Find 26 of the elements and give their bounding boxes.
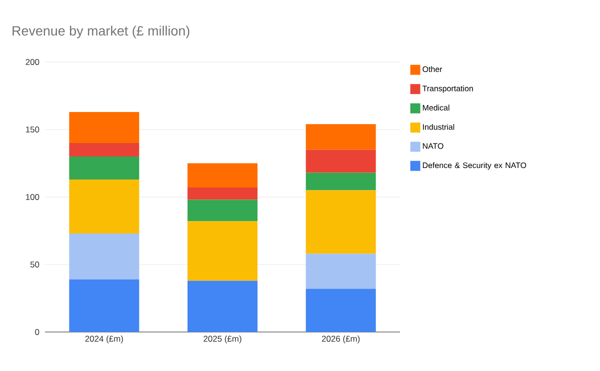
chart-title: Revenue by market (£ million) <box>12 26 190 38</box>
x-tick-label: 2026 (£m) <box>322 336 360 344</box>
bar <box>69 142 140 156</box>
bar <box>69 233 140 280</box>
y-tick-label: 0 <box>35 329 40 335</box>
x-tick-label: 2024 (£m) <box>85 336 123 344</box>
bar <box>306 124 376 150</box>
bar <box>188 280 258 332</box>
bar <box>306 150 376 173</box>
bar <box>306 190 376 254</box>
y-tick-label: 50 <box>30 262 40 268</box>
y-tick-label: 200 <box>26 59 40 65</box>
y-tick-label: 100 <box>26 194 40 200</box>
bar <box>306 172 376 190</box>
bar <box>69 279 140 332</box>
bar <box>69 179 140 234</box>
bar <box>188 200 258 222</box>
bar <box>188 188 258 200</box>
bar <box>306 288 376 332</box>
bar <box>69 156 140 180</box>
x-tick-label: 2025 (£m) <box>204 336 242 344</box>
bar <box>306 254 376 289</box>
bar <box>188 221 258 281</box>
y-tick-label: 150 <box>26 126 40 132</box>
bar <box>188 163 258 188</box>
bar <box>69 112 140 143</box>
